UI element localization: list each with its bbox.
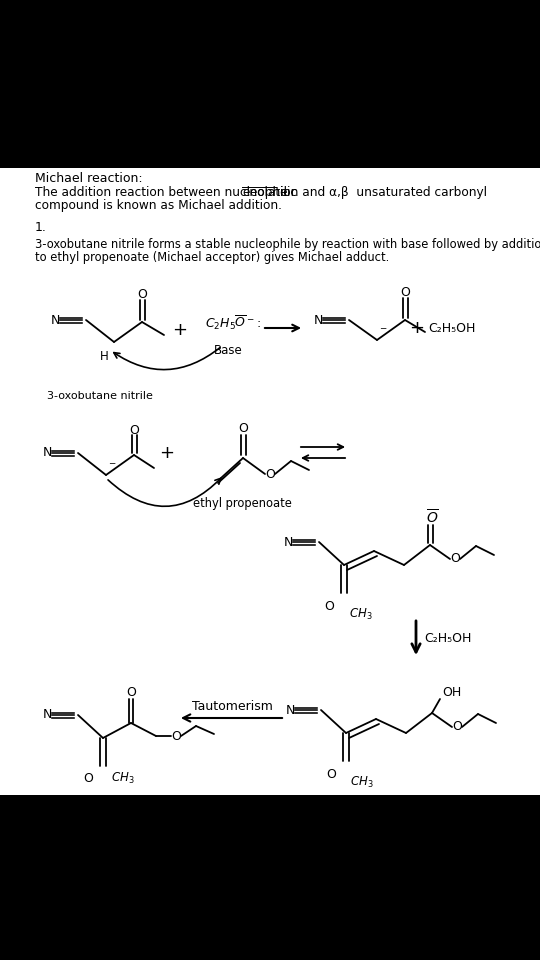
Text: O: O (326, 767, 336, 780)
Text: O: O (324, 599, 334, 612)
Text: $CH_3$: $CH_3$ (349, 607, 373, 622)
Text: 1.: 1. (35, 221, 47, 234)
Text: Michael reaction:: Michael reaction: (35, 172, 143, 185)
Text: O: O (238, 422, 248, 436)
Text: $CH_3$: $CH_3$ (350, 775, 374, 790)
Text: N: N (42, 708, 52, 722)
Text: O: O (137, 287, 147, 300)
Text: +: + (409, 319, 424, 337)
Text: O: O (400, 286, 410, 300)
Text: The addition reaction between nucleophilic: The addition reaction between nucleophil… (35, 186, 301, 199)
Text: 3-oxobutane nitrile: 3-oxobutane nitrile (47, 391, 153, 401)
Text: H: H (99, 350, 109, 364)
Text: O: O (452, 721, 462, 733)
Text: O: O (171, 730, 181, 742)
Text: N: N (285, 704, 295, 716)
Text: C₂H₅OH: C₂H₅OH (428, 322, 475, 334)
Text: O: O (83, 773, 93, 785)
Text: O: O (126, 686, 136, 700)
Text: N: N (284, 536, 293, 548)
Bar (0, 168, 540, 795)
Text: $C_2H_5\overline{O}^-$:: $C_2H_5\overline{O}^-$: (205, 314, 261, 332)
Text: N: N (50, 314, 60, 326)
Text: OH: OH (442, 686, 462, 700)
Text: ethyl propenoate: ethyl propenoate (193, 496, 292, 510)
Text: $CH_3$: $CH_3$ (111, 771, 135, 786)
Text: $^-$: $^-$ (378, 325, 388, 339)
Text: Base: Base (214, 344, 242, 356)
Text: compound is known as Michael addition.: compound is known as Michael addition. (35, 199, 282, 212)
Text: to ethyl propenoate (Michael acceptor) gives Michael adduct.: to ethyl propenoate (Michael acceptor) g… (35, 251, 389, 264)
Text: $^-$: $^-$ (107, 461, 117, 473)
Text: +: + (159, 444, 174, 462)
Text: O: O (129, 423, 139, 437)
Text: O: O (450, 553, 460, 565)
Text: +: + (172, 321, 187, 339)
Text: O: O (265, 468, 275, 481)
Text: enolate: enolate (242, 186, 288, 199)
Text: $\overline{O}$: $\overline{O}$ (426, 508, 438, 526)
Text: N: N (42, 446, 52, 460)
Text: C₂H₅OH: C₂H₅OH (424, 632, 471, 644)
Text: ion and α,β  unsaturated carbonyl: ion and α,β unsaturated carbonyl (276, 186, 487, 199)
Text: Tautomerism: Tautomerism (192, 701, 273, 713)
Text: N: N (313, 314, 323, 326)
Text: 3-oxobutane nitrile forms a stable nucleophile by reaction with base followed by: 3-oxobutane nitrile forms a stable nucle… (35, 238, 540, 251)
